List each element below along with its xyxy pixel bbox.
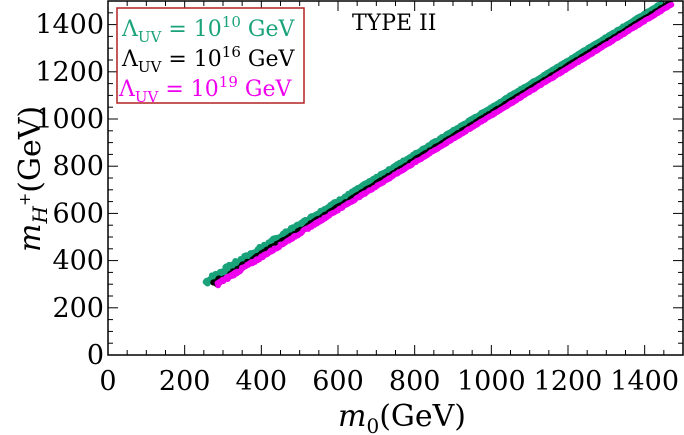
series-2-points: [214, 1, 675, 289]
y-axis-sub: H: [28, 206, 52, 225]
y-tick-label: 400: [52, 246, 104, 277]
x-tick-label: 1000: [457, 366, 526, 397]
type-annotation: TYPE II: [352, 11, 436, 36]
y-axis-title: mH+(GeV): [13, 106, 52, 252]
legend-text-part: 10: [222, 13, 241, 31]
legend-entry-1: ΛUV = 1016 GeV: [121, 43, 295, 76]
legend-text-part: Λ: [121, 47, 139, 72]
data-point: [668, 1, 675, 8]
legend-text-part: UV: [138, 28, 163, 46]
legend-text-part: Λ: [121, 17, 139, 42]
legend-text-part: =: [161, 17, 193, 42]
data-layer: [202, 0, 675, 289]
y-tick-label: 800: [52, 151, 104, 182]
legend-text-part: 10: [194, 17, 222, 42]
legend-text-part: 16: [222, 43, 241, 61]
legend-text-part: 19: [219, 73, 238, 91]
x-tick-label: 0: [99, 366, 116, 397]
x-tick-label: 800: [389, 366, 441, 397]
x-tick-label: 1400: [610, 366, 679, 397]
legend-text-part: =: [161, 47, 193, 72]
x-tick-label: 600: [312, 366, 364, 397]
y-tick-label: 1000: [35, 104, 104, 135]
y-axis-unit: (GeV): [13, 106, 48, 193]
y-axis-var: m: [13, 224, 48, 252]
y-tick-label: 200: [52, 293, 104, 324]
y-tick-label: 0: [87, 340, 104, 371]
y-tick-label: 600: [52, 198, 104, 229]
y-tick-label: 1200: [35, 57, 104, 88]
x-tick-label: 200: [159, 366, 211, 397]
legend-entry-0: ΛUV = 1010 GeV: [121, 13, 295, 46]
x-tick-label: 1200: [534, 366, 603, 397]
legend-text-part: =: [158, 77, 190, 102]
x-axis-var: m: [338, 399, 366, 434]
legend-text-part: 10: [194, 47, 222, 72]
legend-text-part: GeV: [238, 77, 293, 102]
legend-text-part: GeV: [241, 17, 296, 42]
tick-labels: 0 200 400 600 800 1000 1200 1400020040060080010…: [35, 10, 679, 397]
x-axis-title: m0(GeV): [338, 399, 466, 435]
x-axis-sub: 0: [366, 414, 379, 435]
ticks-layer: [107, 0, 684, 356]
legend-box: [116, 7, 305, 104]
x-axis-unit: (GeV): [379, 399, 466, 434]
legend-text-part: UV: [135, 88, 160, 106]
legend-text-part: UV: [138, 58, 163, 76]
y-axis-sup: +: [15, 193, 34, 206]
legend-text-part: Λ: [118, 77, 136, 102]
y-tick-label: 1400: [35, 10, 104, 41]
legend-text-part: GeV: [241, 47, 296, 72]
legend-entry-2: ΛUV = 1019 GeV: [118, 73, 292, 106]
legend-text-part: 10: [191, 77, 219, 102]
x-tick-label: 400: [236, 366, 288, 397]
